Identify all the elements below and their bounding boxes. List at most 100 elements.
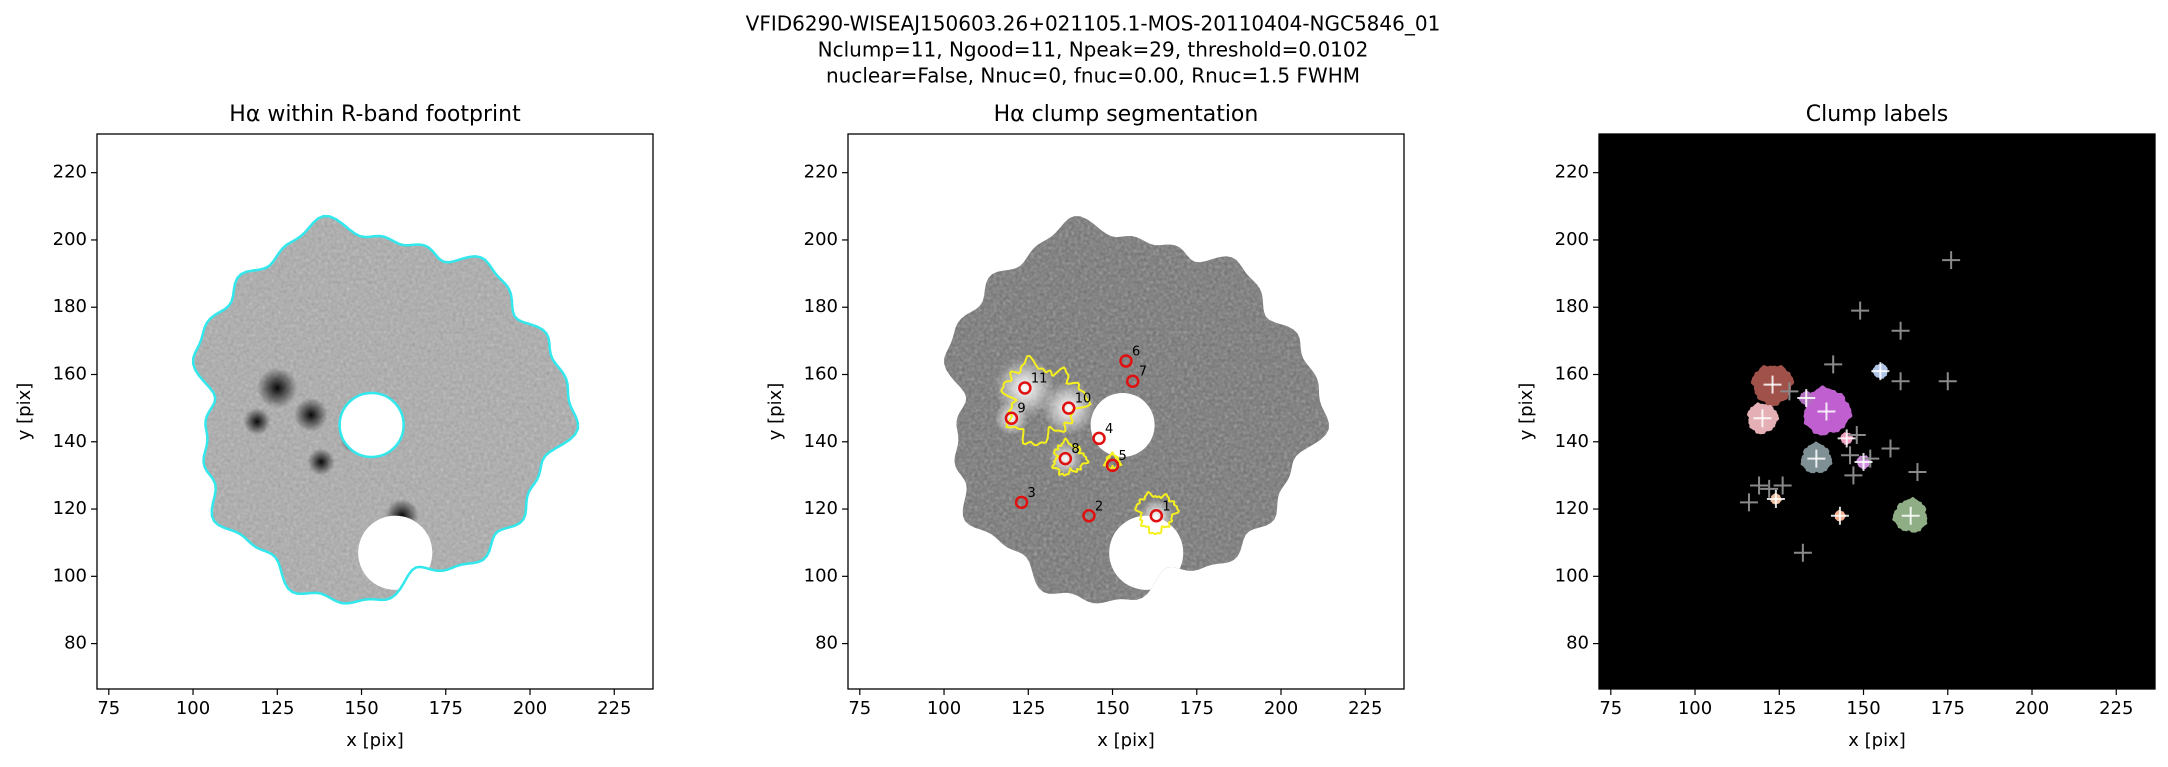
clump-label: 10 <box>1075 392 1092 407</box>
y-tick-label: 180 <box>1555 296 1589 317</box>
clump-marker <box>1105 458 1120 473</box>
x-tick-label: 175 <box>1931 698 1965 719</box>
panel: 75 100 125 150 175 200 225 80 100 120 140 160 180 200… <box>1516 102 2156 751</box>
masked-hole <box>339 392 404 457</box>
y-tick-label: 200 <box>1555 229 1589 250</box>
clump-contour <box>1134 490 1180 536</box>
clump-contour <box>1102 451 1123 470</box>
suptitle: Nclump=11, Ngood=11, Npeak=29, threshold… <box>818 38 1369 62</box>
clump-marker <box>1058 451 1073 466</box>
image-background <box>1599 134 2155 689</box>
x-tick-label: 125 <box>1011 698 1045 719</box>
y-tick-label: 160 <box>804 364 838 385</box>
x-tick-label: 150 <box>1095 698 1129 719</box>
x-tick-label: 100 <box>1678 698 1712 719</box>
masked-hole <box>1090 392 1155 457</box>
x-tick-label: 175 <box>429 698 463 719</box>
y-tick-label: 200 <box>804 229 838 250</box>
clump-label: 7 <box>1139 365 1147 380</box>
clump-marker <box>1149 509 1164 523</box>
axes-frame <box>847 133 1405 690</box>
y-tick-label: 120 <box>1555 498 1589 519</box>
y-axis-label: y [pix] <box>14 383 35 441</box>
y-tick-label: 180 <box>53 296 87 317</box>
x-tick-label: 175 <box>1180 698 1214 719</box>
y-tick-label: 80 <box>815 633 838 654</box>
x-tick-label: 125 <box>1762 698 1796 719</box>
y-tick-label: 140 <box>1555 431 1589 452</box>
footprint-outline <box>191 214 580 605</box>
clump-marker <box>1125 374 1140 388</box>
y-tick-label: 140 <box>804 431 838 452</box>
clump-label: 2 <box>1095 499 1103 514</box>
clump-label: 6 <box>1132 345 1140 360</box>
panel: 75 100 125 150 175 200 225 80 100 120 140 160 180 200… <box>14 102 654 751</box>
y-tick-label: 100 <box>804 565 838 586</box>
panel-title: Clump labels <box>1806 102 1948 127</box>
clump-marker <box>1061 401 1076 415</box>
emission-spot <box>294 398 328 432</box>
panel-title: Hα within R-band footprint <box>229 102 521 127</box>
x-tick-label: 150 <box>344 698 378 719</box>
clump-label: 3 <box>1028 486 1036 501</box>
x-tick-label: 100 <box>927 698 961 719</box>
clump-marker <box>1018 381 1032 395</box>
x-tick-label: 200 <box>2015 698 2049 719</box>
y-tick-label: 120 <box>804 498 838 519</box>
clump-marker <box>1004 411 1019 425</box>
y-tick-label: 120 <box>53 498 87 519</box>
x-tick-label: 200 <box>513 698 547 719</box>
y-tick-label: 80 <box>1566 633 1589 654</box>
axes-frame <box>1598 133 2156 690</box>
x-tick-label: 225 <box>1348 698 1382 719</box>
panel-title: Hα clump segmentation <box>994 102 1259 127</box>
panel: 1 2 3 45 6 7 8 9 10 11 75 100 125 150 175 200 225 80 100 12… <box>765 102 1405 751</box>
clump-label: 1 <box>1162 499 1170 514</box>
emission-spot <box>1041 381 1096 436</box>
y-tick-label: 220 <box>53 162 87 183</box>
x-tick-label: 200 <box>1264 698 1298 719</box>
y-tick-label: 200 <box>53 229 87 250</box>
footprint-outline <box>338 391 405 459</box>
y-tick-label: 160 <box>53 364 87 385</box>
axes-frame <box>96 133 654 690</box>
y-tick-label: 220 <box>1555 162 1589 183</box>
y-tick-label: 220 <box>804 162 838 183</box>
y-tick-label: 180 <box>804 296 838 317</box>
suptitle: VFID6290-WISEAJ150603.26+021105.1-MOS-20… <box>746 12 1441 36</box>
emission-spot <box>307 448 335 476</box>
x-tick-label: 225 <box>597 698 631 719</box>
x-tick-label: 150 <box>1846 698 1880 719</box>
x-axis-label: x [pix] <box>346 730 404 751</box>
clump-contour <box>1000 354 1092 447</box>
emission-spot <box>243 408 271 436</box>
suptitle: nuclear=False, Nnuc=0, fnuc=0.00, Rnuc=1… <box>826 64 1360 88</box>
x-tick-label: 75 <box>1599 698 1622 719</box>
x-axis-label: x [pix] <box>1848 730 1906 751</box>
clump-label: 5 <box>1119 449 1127 464</box>
y-tick-label: 140 <box>53 431 87 452</box>
clump-marker <box>1014 495 1029 510</box>
clump-label: 8 <box>1071 442 1079 457</box>
clump-contour <box>1050 437 1090 477</box>
clump-marker <box>1119 354 1133 368</box>
x-axis-label: x [pix] <box>1097 730 1155 751</box>
clump-label: 11 <box>1031 371 1048 386</box>
clump-marker <box>1092 431 1106 446</box>
emission-spot <box>257 367 298 409</box>
clump-marker <box>1082 509 1096 523</box>
clump-region <box>1803 385 1853 436</box>
x-tick-label: 100 <box>176 698 210 719</box>
x-tick-label: 75 <box>848 698 871 719</box>
y-tick-label: 160 <box>1555 364 1589 385</box>
x-tick-label: 75 <box>97 698 120 719</box>
y-tick-label: 80 <box>64 633 87 654</box>
y-tick-label: 100 <box>1555 565 1589 586</box>
y-axis-label: y [pix] <box>1516 383 1537 441</box>
clump-label: 9 <box>1017 402 1025 417</box>
y-axis-label: y [pix] <box>765 383 786 441</box>
clump-label: 4 <box>1105 422 1113 437</box>
y-tick-label: 100 <box>53 565 87 586</box>
x-tick-label: 225 <box>2099 698 2133 719</box>
